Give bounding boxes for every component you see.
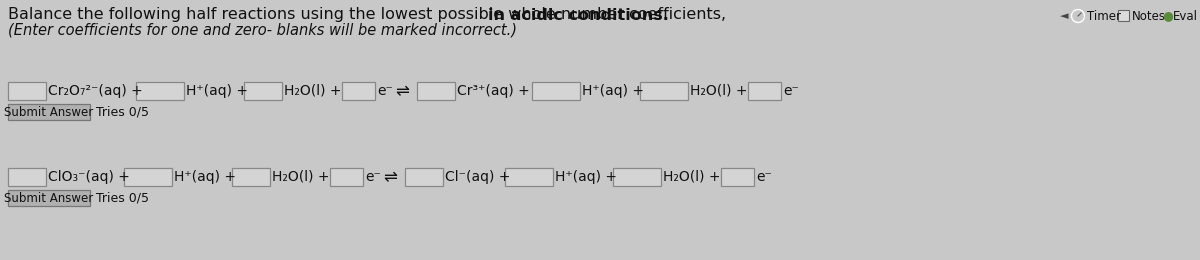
- FancyBboxPatch shape: [406, 168, 443, 186]
- Text: H₂O(l) +: H₂O(l) +: [284, 84, 342, 98]
- Text: H⁺(aq) +: H⁺(aq) +: [554, 170, 617, 184]
- FancyBboxPatch shape: [418, 82, 455, 100]
- FancyBboxPatch shape: [613, 168, 661, 186]
- Text: H⁺(aq) +: H⁺(aq) +: [174, 170, 236, 184]
- Text: ◄: ◄: [1060, 11, 1068, 21]
- Text: H₂O(l) +: H₂O(l) +: [690, 84, 748, 98]
- Text: Timer: Timer: [1087, 10, 1121, 23]
- Text: Cr³⁺(aq) +: Cr³⁺(aq) +: [457, 84, 529, 98]
- FancyBboxPatch shape: [232, 168, 270, 186]
- Text: Notes: Notes: [1132, 10, 1166, 23]
- FancyBboxPatch shape: [1118, 10, 1129, 21]
- FancyBboxPatch shape: [244, 82, 282, 100]
- Text: ClO₃⁻(aq) +: ClO₃⁻(aq) +: [48, 170, 130, 184]
- FancyBboxPatch shape: [8, 190, 90, 206]
- Text: H⁺(aq) +: H⁺(aq) +: [582, 84, 644, 98]
- FancyBboxPatch shape: [532, 82, 580, 100]
- FancyBboxPatch shape: [505, 168, 553, 186]
- Text: ⇌: ⇌: [395, 82, 409, 100]
- Text: e⁻: e⁻: [784, 84, 799, 98]
- Text: H⁺(aq) +: H⁺(aq) +: [186, 84, 248, 98]
- Text: Cr₂O₇²⁻(aq) +: Cr₂O₇²⁻(aq) +: [48, 84, 143, 98]
- FancyBboxPatch shape: [748, 82, 781, 100]
- Text: ●: ●: [1162, 10, 1172, 23]
- FancyBboxPatch shape: [640, 82, 688, 100]
- Text: Submit Answer: Submit Answer: [5, 106, 94, 119]
- Text: e⁻: e⁻: [365, 170, 380, 184]
- Text: in acidic conditions.: in acidic conditions.: [488, 8, 668, 23]
- Text: Eval: Eval: [1174, 10, 1198, 23]
- Text: H₂O(l) +: H₂O(l) +: [272, 170, 330, 184]
- Text: e⁻: e⁻: [377, 84, 392, 98]
- FancyBboxPatch shape: [721, 168, 754, 186]
- Text: (Enter coefficients for one and zero- blanks will be marked incorrect.): (Enter coefficients for one and zero- bl…: [8, 23, 517, 37]
- FancyBboxPatch shape: [330, 168, 364, 186]
- Text: Submit Answer: Submit Answer: [5, 192, 94, 205]
- Text: Tries 0/5: Tries 0/5: [96, 192, 149, 205]
- FancyBboxPatch shape: [342, 82, 374, 100]
- Text: Tries 0/5: Tries 0/5: [96, 106, 149, 119]
- FancyBboxPatch shape: [136, 82, 184, 100]
- FancyBboxPatch shape: [124, 168, 172, 186]
- FancyBboxPatch shape: [8, 104, 90, 120]
- Text: e⁻: e⁻: [756, 170, 772, 184]
- FancyBboxPatch shape: [8, 82, 46, 100]
- Text: Cl⁻(aq) +: Cl⁻(aq) +: [445, 170, 510, 184]
- Text: Balance the following half reactions using the lowest possible whole number coef: Balance the following half reactions usi…: [8, 8, 731, 23]
- FancyBboxPatch shape: [8, 168, 46, 186]
- Text: H₂O(l) +: H₂O(l) +: [662, 170, 720, 184]
- Text: ⇌: ⇌: [383, 168, 397, 186]
